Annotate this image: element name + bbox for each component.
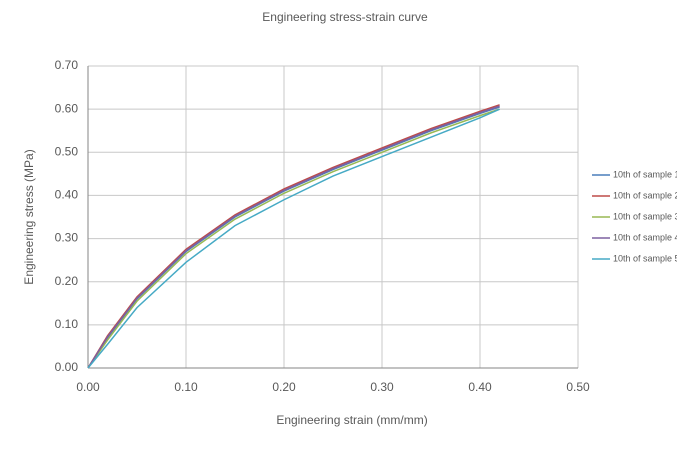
y-tick-label: 0.40 (55, 188, 79, 202)
legend-label: 10th of sample 4 (613, 232, 677, 242)
y-tick-label: 0.70 (55, 58, 79, 72)
y-tick-label: 0.20 (55, 274, 79, 288)
series-line (87, 108, 500, 369)
series-line (87, 105, 500, 369)
y-axis-label: Engineering stress (MPa) (22, 149, 36, 284)
x-tick-label: 0.40 (468, 380, 492, 394)
legend: 10th of sample 1 10th of sample 2 10th of … (592, 169, 677, 263)
x-tick-label: 0.00 (76, 380, 100, 394)
legend-label: 10th of sample 2 (613, 190, 677, 200)
x-tick-label: 0.10 (174, 380, 198, 394)
y-tick-label: 0.10 (55, 317, 79, 331)
x-axis-label: Engineering strain (mm/mm) (276, 413, 427, 427)
x-tick-label: 0.20 (272, 380, 296, 394)
series-line (87, 106, 500, 369)
legend-label: 10th of sample 1 (613, 169, 677, 179)
x-tick-label: 0.50 (566, 380, 590, 394)
y-tick-label: 0.30 (55, 231, 79, 245)
chart-title: Engineering stress-strain curve (262, 10, 428, 24)
series-line (87, 108, 500, 369)
series-line (87, 104, 500, 369)
legend-label: 10th of sample 5 (613, 253, 677, 263)
y-tick-label: 0.00 (55, 360, 79, 374)
y-tick-label: 0.60 (55, 101, 79, 115)
y-tick-label: 0.50 (55, 144, 79, 158)
x-tick-label: 0.30 (370, 380, 394, 394)
legend-label: 10th of sample 3 (613, 211, 677, 221)
